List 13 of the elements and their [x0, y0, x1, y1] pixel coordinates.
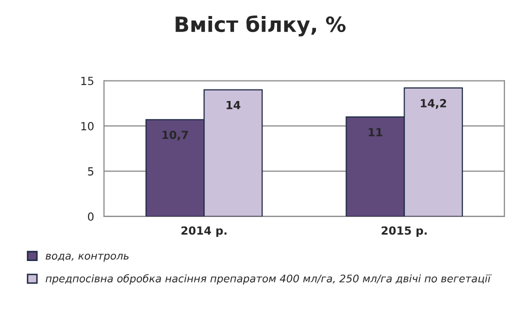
y-tick-label: 0: [88, 212, 94, 221]
y-tick-label: 15: [81, 76, 94, 86]
y-tick-label: 5: [88, 167, 94, 176]
x-tick-label: 2014 р.: [181, 226, 226, 237]
data-label: 14,2: [420, 99, 446, 109]
data-label: 10,7: [162, 130, 188, 141]
y-tick-label: 10: [81, 122, 94, 130]
data-label: 14: [226, 100, 240, 110]
chart-title: Вміст білку, %: [176, 15, 346, 36]
x-tick-label: 2015 р.: [382, 226, 427, 237]
data-label: 11: [368, 128, 382, 136]
legend-label: предпосівна обробка насіння препаратом 400 мл/га, 250 мл/га двічі по вегетації: [46, 274, 492, 284]
legend-label: вода, контроль: [46, 254, 129, 262]
